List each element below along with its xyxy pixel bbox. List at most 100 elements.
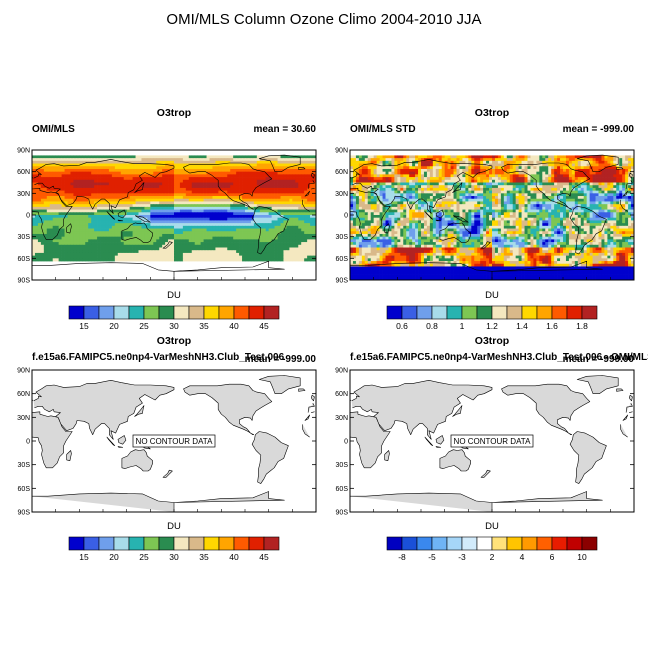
contour-cell bbox=[631, 177, 635, 181]
continent-outline bbox=[106, 211, 116, 220]
contour-cell bbox=[277, 174, 281, 178]
contour-cell bbox=[421, 185, 425, 189]
contour-cell bbox=[174, 231, 178, 235]
contour-cell bbox=[256, 196, 261, 200]
contour-cell bbox=[527, 166, 531, 170]
contour-cell bbox=[289, 255, 293, 259]
contour-cell bbox=[37, 155, 42, 159]
contour-cell bbox=[515, 179, 519, 183]
contour-cell bbox=[188, 250, 193, 254]
contour-cell bbox=[438, 171, 443, 175]
contour-cell bbox=[307, 231, 311, 235]
contour-cell bbox=[545, 168, 549, 173]
contour-cell bbox=[212, 252, 216, 256]
contour-cell bbox=[94, 166, 98, 170]
contour-cell bbox=[551, 182, 555, 186]
contour-cell bbox=[194, 215, 199, 219]
contour-cell bbox=[447, 179, 451, 183]
contour-cell bbox=[176, 228, 181, 232]
contour-cell bbox=[560, 160, 564, 164]
contour-cell bbox=[298, 236, 302, 240]
contour-cell bbox=[388, 174, 392, 178]
contour-cell bbox=[242, 209, 246, 213]
contour-cell bbox=[583, 177, 588, 181]
contour-cell bbox=[182, 258, 187, 262]
contour-cell bbox=[568, 160, 573, 164]
contour-cell bbox=[465, 179, 469, 183]
contour-cell bbox=[188, 168, 193, 173]
contour-cell bbox=[32, 223, 36, 227]
contour-cell bbox=[168, 206, 172, 210]
contour-cell bbox=[82, 163, 86, 167]
lat-label: 30N bbox=[17, 191, 30, 198]
contour-cell bbox=[571, 182, 576, 186]
contour-cell bbox=[79, 244, 83, 248]
contour-cell bbox=[619, 182, 623, 186]
contour-cell bbox=[162, 258, 166, 262]
contour-cell bbox=[94, 177, 98, 181]
contour-cell bbox=[176, 255, 181, 259]
contour-cell bbox=[168, 177, 172, 181]
contour-cell bbox=[209, 233, 213, 238]
contour-cell bbox=[253, 166, 258, 170]
contour-cell bbox=[185, 217, 190, 221]
contour-cell bbox=[126, 258, 130, 262]
contour-cell bbox=[179, 247, 184, 251]
contour-cell bbox=[236, 206, 240, 210]
contour-cell bbox=[247, 171, 252, 175]
contour-cell bbox=[174, 163, 178, 167]
contour-cell bbox=[286, 247, 290, 251]
contour-cell bbox=[304, 174, 308, 178]
contour-cell bbox=[200, 174, 204, 178]
contour-cell bbox=[465, 182, 469, 186]
contour-cell bbox=[280, 217, 284, 221]
contour-cell bbox=[274, 258, 278, 262]
contour-cell bbox=[203, 239, 207, 243]
contour-cell bbox=[55, 255, 59, 259]
contour-cell bbox=[215, 201, 219, 205]
contour-cell bbox=[73, 155, 77, 159]
contour-cell bbox=[103, 239, 107, 243]
contour-cell bbox=[126, 168, 130, 173]
contour-cell bbox=[286, 223, 290, 227]
contour-cell bbox=[421, 166, 425, 170]
contour-cell bbox=[165, 212, 169, 216]
contour-cell bbox=[586, 171, 590, 175]
contour-cell bbox=[313, 236, 317, 240]
contour-cell bbox=[94, 174, 98, 178]
contour-cell bbox=[423, 174, 428, 178]
contour-cell bbox=[292, 163, 296, 167]
contour-cell bbox=[586, 179, 590, 183]
contour-cell bbox=[350, 187, 354, 191]
contour-cell bbox=[49, 258, 54, 262]
contour-cell bbox=[247, 258, 252, 262]
contour-cell bbox=[37, 220, 42, 224]
contour-cell bbox=[209, 177, 213, 181]
contour-cell bbox=[61, 255, 65, 259]
contour-cell bbox=[557, 160, 561, 164]
contour-cell bbox=[265, 225, 270, 229]
contour-cell bbox=[58, 206, 62, 210]
contour-cell bbox=[212, 160, 216, 164]
contour-cell bbox=[94, 223, 98, 227]
contour-cell bbox=[117, 155, 122, 159]
contour-cell bbox=[310, 236, 314, 240]
contour-cell bbox=[159, 225, 163, 229]
contour-cell bbox=[521, 160, 525, 164]
contour-cell bbox=[239, 250, 243, 254]
contour-cell bbox=[233, 255, 237, 259]
contour-cell bbox=[494, 182, 499, 186]
contour-cell bbox=[105, 215, 110, 219]
contour-cell bbox=[227, 177, 231, 181]
contour-cell bbox=[58, 236, 62, 240]
contour-field bbox=[350, 155, 635, 281]
contour-cell bbox=[295, 250, 299, 254]
contour-cell bbox=[114, 168, 119, 173]
contour-cell bbox=[97, 217, 101, 221]
contour-cell bbox=[61, 228, 65, 232]
contour-cell bbox=[188, 166, 193, 170]
contour-cell bbox=[97, 228, 101, 232]
contour-cell bbox=[141, 198, 145, 202]
contour-cell bbox=[117, 239, 122, 243]
contour-cell bbox=[536, 177, 540, 181]
